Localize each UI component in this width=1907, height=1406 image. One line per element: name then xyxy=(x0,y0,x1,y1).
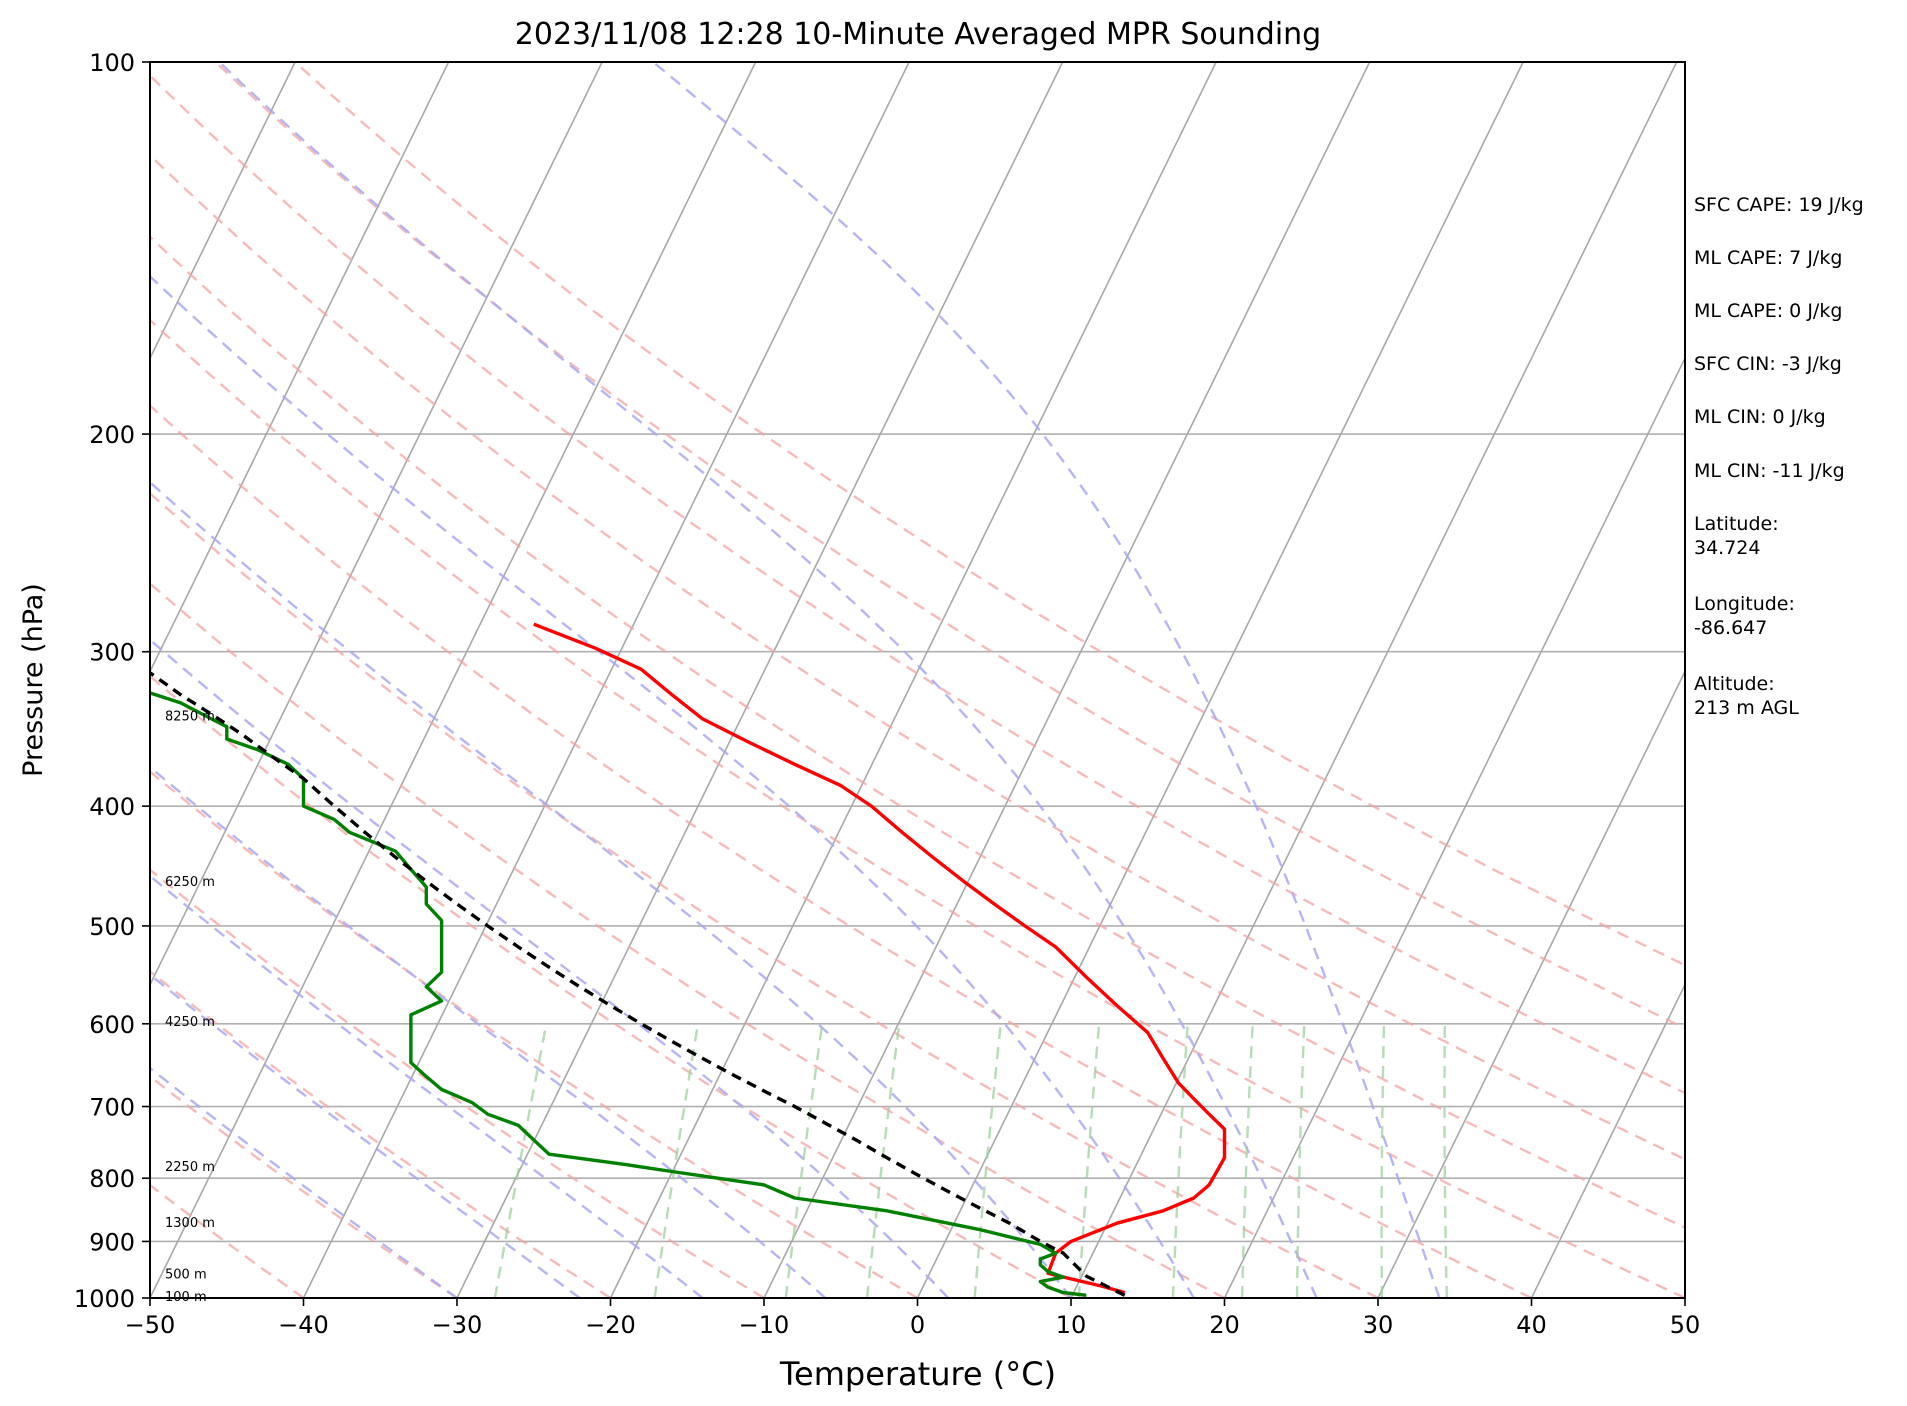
moist-adiabat-line xyxy=(150,480,1072,1298)
moist-adiabat-line xyxy=(150,274,1195,1298)
isotherm-line xyxy=(1377,669,1685,1298)
label-layer: −50 −40 −30 −20 −10 0 10 20 30 40 50 1000 900 800 700 6… xyxy=(74,49,1700,1339)
height-label: 6250 m xyxy=(165,875,215,890)
stat-text: ML CIN: -11 J/kg xyxy=(1694,460,1845,482)
isotherm-line xyxy=(1223,356,1685,1298)
moist-adiabat-line xyxy=(150,1066,458,1298)
dry-adiabat-line xyxy=(150,770,919,1298)
isotherm-line xyxy=(150,62,450,674)
height-label: 1300 m xyxy=(165,1216,215,1231)
x-tick-label: 0 xyxy=(910,1311,925,1339)
grid-layer xyxy=(150,62,1907,1298)
dry-adiabat-line xyxy=(150,73,1685,1095)
moist-adiabat-line xyxy=(150,874,704,1298)
isotherm-line xyxy=(302,62,910,1298)
mixing-ratio-line xyxy=(1077,1023,1101,1298)
parcel-path-line xyxy=(150,670,1126,1297)
moist-adiabat-line xyxy=(150,638,950,1298)
isotherm-line xyxy=(150,62,757,1298)
dry-adiabat-line xyxy=(150,969,612,1298)
temperature-line xyxy=(533,622,1227,1295)
mixing-ratio-line xyxy=(1443,1023,1448,1298)
data-layer xyxy=(150,622,1227,1297)
dry-adiabat-line xyxy=(150,674,1072,1298)
x-tick-label: 40 xyxy=(1516,1311,1547,1339)
dry-adiabat-line xyxy=(150,153,1685,1161)
y-tick-label: 200 xyxy=(89,421,135,449)
isotherm-line xyxy=(150,62,296,361)
isotherm-line xyxy=(1070,62,1678,1298)
isotherm-line xyxy=(456,62,1064,1298)
mixing-ratio-line xyxy=(865,1023,901,1298)
x-tick-label: −20 xyxy=(585,1311,636,1339)
x-axis-label: Temperature (°C) xyxy=(779,1355,1056,1393)
isotherm-line xyxy=(1839,62,1907,1298)
y-tick-label: 300 xyxy=(89,639,135,667)
x-tick-label: 30 xyxy=(1363,1311,1394,1339)
dewpoint-line xyxy=(150,691,1087,1297)
y-tick-label: 600 xyxy=(89,1011,135,1039)
dry-adiabat-line xyxy=(150,1074,458,1298)
mixing-ratio-line xyxy=(493,1023,548,1298)
mixing-ratio-line xyxy=(1171,1023,1189,1298)
isotherm-line xyxy=(609,62,1217,1298)
height-label: 4250 m xyxy=(165,1015,215,1030)
plot-frame xyxy=(149,61,1686,1299)
mixing-ratio-line xyxy=(1240,1023,1254,1298)
y-tick-label: 1000 xyxy=(74,1285,135,1313)
dry-adiabat-line xyxy=(150,318,1685,1298)
mixing-ratio-line xyxy=(1295,1023,1306,1298)
stat-text: ML CIN: 0 J/kg xyxy=(1694,406,1826,428)
y-tick-label: 700 xyxy=(89,1094,135,1122)
y-tick-label: 500 xyxy=(89,913,135,941)
stat-text: SFC CIN: -3 J/kg xyxy=(1694,353,1842,375)
x-tick-label: −50 xyxy=(125,1311,176,1339)
mixing-ratio-line xyxy=(1380,1023,1386,1298)
x-tick-label: −10 xyxy=(739,1311,790,1339)
chart-title: 2023/11/08 12:28 10-Minute Averaged MPR … xyxy=(515,17,1321,52)
x-tick-label: −30 xyxy=(432,1311,483,1339)
stat-text: Longitude: -86.647 xyxy=(1694,593,1795,639)
mixing-ratio-line xyxy=(653,1023,700,1298)
stat-text: ML CAPE: 0 J/kg xyxy=(1694,300,1843,322)
dry-adiabat-line xyxy=(150,581,1226,1298)
mixing-ratio-line xyxy=(784,1023,824,1298)
isotherm-line xyxy=(1530,982,1685,1298)
dry-adiabat-line xyxy=(150,404,1533,1298)
dry-adiabat-line xyxy=(294,62,1685,967)
height-label: 500 m xyxy=(165,1267,207,1282)
y-tick-label: 400 xyxy=(89,793,135,821)
stat-text: Latitude: 34.724 xyxy=(1694,513,1779,559)
isotherm-line xyxy=(916,62,1524,1298)
moist-adiabat-line xyxy=(150,765,827,1298)
y-tick-label: 100 xyxy=(89,49,135,77)
moist-adiabat-line xyxy=(150,973,581,1298)
x-tick-label: −40 xyxy=(278,1311,329,1339)
height-label: 2250 m xyxy=(165,1160,215,1175)
isotherm-line xyxy=(763,62,1371,1298)
x-tick-label: 10 xyxy=(1056,1311,1087,1339)
isotherm-line xyxy=(150,62,603,987)
y-tick-label: 900 xyxy=(89,1228,135,1256)
x-tick-label: 50 xyxy=(1670,1311,1701,1339)
dry-adiabat-line xyxy=(150,235,1685,1230)
stat-text: Altitude: 213 m AGL xyxy=(1694,673,1799,719)
dry-adiabat-line xyxy=(214,62,1685,1030)
stat-text: SFC CAPE: 19 J/kg xyxy=(1694,194,1864,216)
y-axis-label: Pressure (hPa) xyxy=(18,583,49,777)
mixing-ratio-line xyxy=(973,1023,1002,1298)
moist-adiabat-line xyxy=(218,62,1318,1298)
x-tick-label: 20 xyxy=(1209,1311,1240,1339)
moist-adiabat-line xyxy=(652,62,1441,1298)
y-tick-label: 800 xyxy=(89,1165,135,1193)
height-label: 8250 m xyxy=(165,710,215,725)
stat-text: ML CAPE: 7 J/kg xyxy=(1694,247,1843,269)
